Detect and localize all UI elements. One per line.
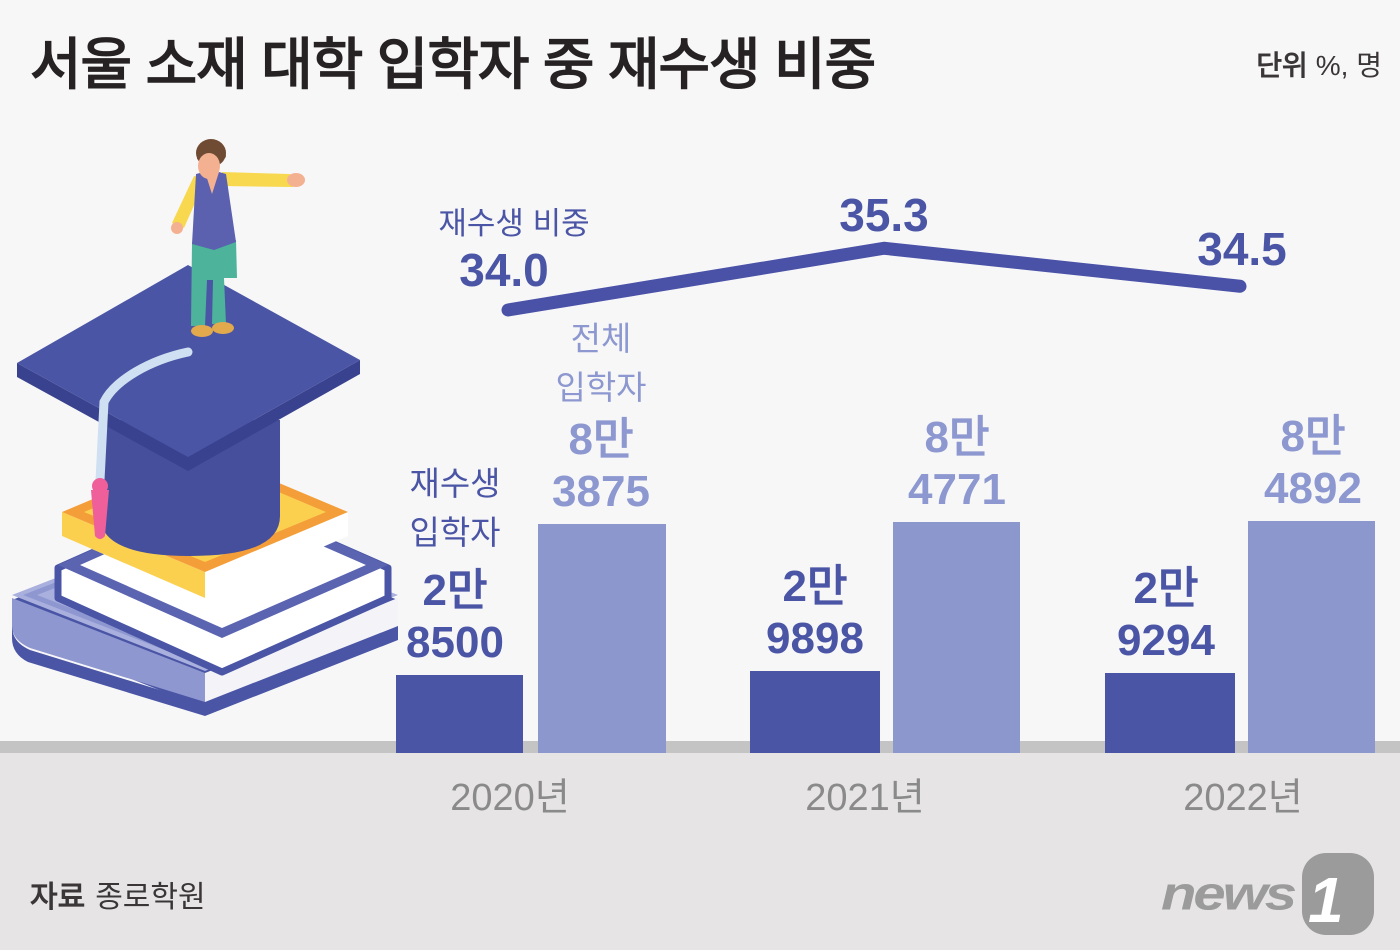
value-repeat-2021: 2만 9898 [766, 562, 864, 664]
line-value-2020: 34.0 [459, 244, 549, 296]
footer-band [0, 753, 1400, 950]
line-series-name: 재수생 비중 [438, 206, 590, 241]
line-value-2022: 34.5 [1197, 223, 1287, 275]
unit-label: 단위%, 명 [1256, 44, 1382, 84]
x-axis-strip [0, 741, 1400, 753]
graduation-illustration [12, 139, 398, 716]
source-credit: 자료 종로학원 [30, 872, 206, 916]
bar-repeat-2021 [750, 671, 880, 753]
news1-logo-number: 1 [1308, 864, 1344, 936]
tassel [91, 347, 193, 539]
bar-total-2021 [893, 521, 1020, 753]
value-total-2021: 8만 4771 [908, 412, 1006, 514]
person [171, 139, 305, 337]
news1-logo-box: 1 [1302, 853, 1374, 936]
news1-logo-text: news [1160, 866, 1297, 921]
unit-value: %, 명 [1315, 50, 1382, 81]
page-title: 서울 소재 대학 입학자 중 재수생 비중 [30, 33, 876, 96]
series-label-repeat: 재수생 입학자 [409, 465, 501, 551]
bar-total-2020 [538, 524, 666, 753]
bar-repeat-2020 [396, 675, 523, 753]
value-total-2020: 8만 3875 [552, 415, 650, 517]
line-value-2021: 35.3 [839, 189, 929, 241]
source-label: 자료 [30, 881, 86, 914]
category-2021: 2021년 [805, 777, 925, 819]
cap-crown [100, 420, 280, 556]
category-2022: 2022년 [1183, 777, 1303, 819]
unit-word: 단위 [1256, 50, 1308, 81]
value-total-2022: 8만 4892 [1264, 412, 1362, 514]
value-repeat-2020: 2만 8500 [406, 566, 504, 668]
bar-repeat-2022 [1105, 673, 1235, 753]
cap-board [17, 265, 360, 471]
category-2020: 2020년 [450, 777, 570, 819]
bar-total-2022 [1248, 521, 1375, 753]
source-value: 종로학원 [95, 881, 206, 914]
ratio-line [501, 241, 1247, 317]
series-label-total: 전체 입학자 [555, 320, 647, 406]
news1-logo: news 1 [1161, 850, 1374, 938]
value-repeat-2022: 2만 9294 [1117, 564, 1215, 666]
